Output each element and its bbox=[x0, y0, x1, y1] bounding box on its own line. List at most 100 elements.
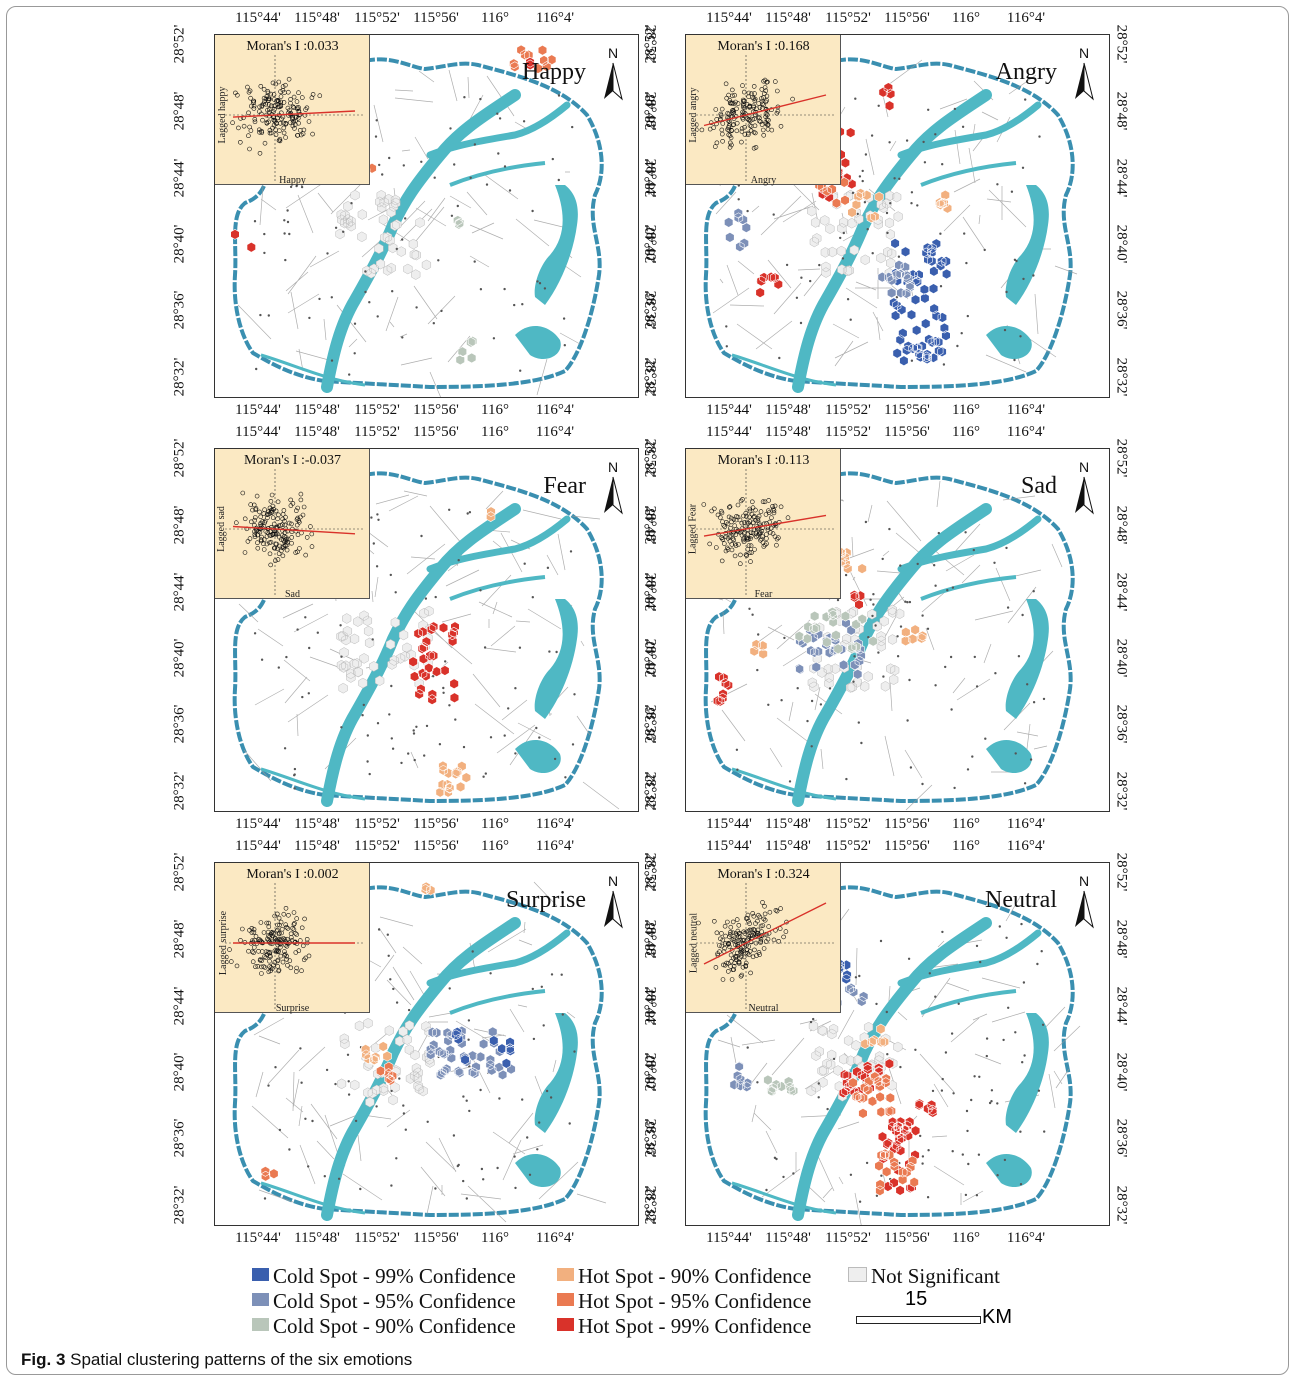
north-arrow: N bbox=[598, 45, 628, 105]
lake bbox=[534, 599, 578, 719]
inset-y-axis-label: Lagged neutral bbox=[688, 912, 700, 974]
moran-scatter-plot bbox=[696, 55, 836, 183]
inset-x-axis-label: Fear bbox=[754, 589, 773, 600]
moran-scatter-plot bbox=[225, 883, 365, 1011]
moran-scatter-inset: Moran's I :-0.037 Lagged sad Sad bbox=[215, 449, 370, 600]
map-panel-happy: 115°44' 115°44' 115°48' 115°48' 115°52' 115°5… bbox=[172, 10, 659, 418]
lon-tick-label: 116°4' bbox=[1006, 424, 1046, 440]
cluster-hexes bbox=[749, 639, 768, 660]
cluster-hexes bbox=[486, 506, 496, 522]
north-label: N bbox=[607, 45, 619, 61]
moran-scatter-inset: Moran's I :0.033 Lagged happy Happy bbox=[215, 35, 370, 186]
cluster-hexes bbox=[509, 44, 557, 74]
figure-caption: Fig. 3 Spatial clustering patterns of th… bbox=[21, 1350, 412, 1370]
lon-tick-label: 115°56' bbox=[884, 424, 930, 440]
legend-item-cold-99: Cold Spot - 99% Confidence bbox=[252, 1262, 516, 1288]
map-panel-fear: 115°44' 115°44' 115°48' 115°48' 115°52' 115°5… bbox=[172, 424, 659, 832]
lat-tick-label: 28°44' bbox=[1113, 158, 1130, 198]
moran-i-label: Moran's I :-0.037 bbox=[243, 453, 341, 468]
lon-tick-label: 116° bbox=[952, 424, 980, 440]
lon-tick-label: 115°48' bbox=[765, 10, 811, 26]
river-branch bbox=[920, 575, 1017, 601]
river-branch bbox=[920, 161, 1017, 187]
lon-tick-label: 115°56' bbox=[884, 10, 930, 26]
not-significant-hex bbox=[335, 189, 432, 280]
river-branch bbox=[897, 515, 1042, 573]
lat-tick-label: 28°32' bbox=[1113, 771, 1130, 811]
lat-tick-label: 28°40' bbox=[642, 1052, 659, 1092]
lon-tick-label: 116°4' bbox=[1006, 816, 1046, 832]
moran-i-label: Moran's I :0.324 bbox=[717, 867, 810, 882]
lat-tick-label: 28°48' bbox=[171, 505, 188, 545]
moran-scatter-plot bbox=[225, 469, 365, 597]
cluster-hexes bbox=[935, 189, 953, 214]
river-branch bbox=[426, 101, 571, 159]
map-frame: Moran's I :0.113 Lagged Fear Fear Sad N bbox=[685, 448, 1110, 812]
lon-tick-label: 115°44' bbox=[706, 816, 752, 832]
legend-swatch bbox=[252, 1317, 269, 1331]
lon-tick-label: 116° bbox=[952, 838, 980, 854]
cluster-hexes bbox=[455, 335, 478, 366]
lon-tick-label: 115°48' bbox=[294, 838, 340, 854]
lat-tick-label: 28°48' bbox=[171, 919, 188, 959]
lat-tick-label: 28°52' bbox=[1113, 852, 1130, 892]
lon-tick-label: 116°4' bbox=[535, 424, 575, 440]
lon-tick-label: 116° bbox=[952, 816, 980, 832]
lake bbox=[534, 185, 578, 305]
figure-frame bbox=[6, 6, 1289, 1375]
north-arrow: N bbox=[1069, 459, 1099, 519]
lon-tick-label: 115°56' bbox=[413, 1230, 459, 1246]
regression-line bbox=[703, 514, 827, 537]
cluster-hexes bbox=[849, 589, 865, 610]
lat-tick-label: 28°40' bbox=[171, 224, 188, 264]
map-frame: Moran's I :0.033 Lagged happy Happy Happy N bbox=[214, 34, 639, 398]
cluster-hexes bbox=[451, 1026, 515, 1069]
north-label: N bbox=[1078, 873, 1090, 889]
scatter-points bbox=[699, 77, 795, 151]
lat-tick-label: 28°52' bbox=[171, 24, 188, 64]
cluster-hexes bbox=[260, 1166, 279, 1182]
regression-line bbox=[703, 902, 827, 965]
not-significant-hexes bbox=[336, 605, 435, 694]
lon-tick-label: 116° bbox=[952, 10, 980, 26]
north-arrow-icon bbox=[1075, 890, 1094, 929]
cluster-hexes bbox=[361, 1041, 392, 1066]
lon-tick-label: 115°52' bbox=[354, 10, 400, 26]
lat-tick-label: 28°52' bbox=[642, 24, 659, 64]
lat-tick-label: 28°52' bbox=[171, 438, 188, 478]
cluster-hexes bbox=[435, 760, 471, 798]
lon-tick-label: 115°48' bbox=[765, 838, 811, 854]
lake bbox=[515, 1153, 561, 1188]
lat-tick-label: 28°36' bbox=[642, 1118, 659, 1158]
legend-item-hot-90: Hot Spot - 90% Confidence bbox=[557, 1262, 811, 1288]
lat-tick-label: 28°52' bbox=[642, 438, 659, 478]
lat-tick-label: 28°44' bbox=[1113, 986, 1130, 1026]
scatter-points bbox=[701, 497, 791, 566]
moran-scatter-inset: Moran's I :0.002 Lagged surprise Surprise bbox=[215, 863, 370, 1014]
regression-line bbox=[232, 110, 356, 118]
lon-tick-label: 115°52' bbox=[354, 1230, 400, 1246]
lon-tick-label: 115°44' bbox=[235, 816, 281, 832]
lat-tick-label: 28°36' bbox=[642, 704, 659, 744]
lon-tick-label: 115°48' bbox=[765, 1230, 811, 1246]
legend-swatch bbox=[252, 1292, 269, 1306]
lat-tick-label: 28°40' bbox=[1113, 1052, 1130, 1092]
lat-tick-label: 28°44' bbox=[642, 572, 659, 612]
legend-item-cold-90: Cold Spot - 90% Confidence bbox=[252, 1312, 516, 1338]
inset-x-axis-label: Happy bbox=[279, 175, 306, 186]
lon-tick-label: 116°4' bbox=[535, 10, 575, 26]
cluster-hexes bbox=[724, 207, 751, 253]
lon-tick-label: 116°4' bbox=[1006, 1230, 1046, 1246]
lon-tick-label: 115°48' bbox=[765, 816, 811, 832]
lon-tick-label: 115°48' bbox=[294, 10, 340, 26]
river-branch bbox=[426, 515, 571, 573]
lat-tick-label: 28°32' bbox=[1113, 1185, 1130, 1225]
lon-tick-label: 115°52' bbox=[354, 402, 400, 418]
lon-tick-label: 115°48' bbox=[294, 402, 340, 418]
lon-tick-label: 116°4' bbox=[1006, 10, 1046, 26]
lon-tick-label: 115°44' bbox=[706, 838, 752, 854]
lon-tick-label: 115°56' bbox=[884, 816, 930, 832]
cluster-hexes bbox=[794, 606, 878, 655]
lon-tick-label: 115°44' bbox=[235, 838, 281, 854]
inset-y-axis-label: Lagged surprise bbox=[217, 910, 229, 976]
